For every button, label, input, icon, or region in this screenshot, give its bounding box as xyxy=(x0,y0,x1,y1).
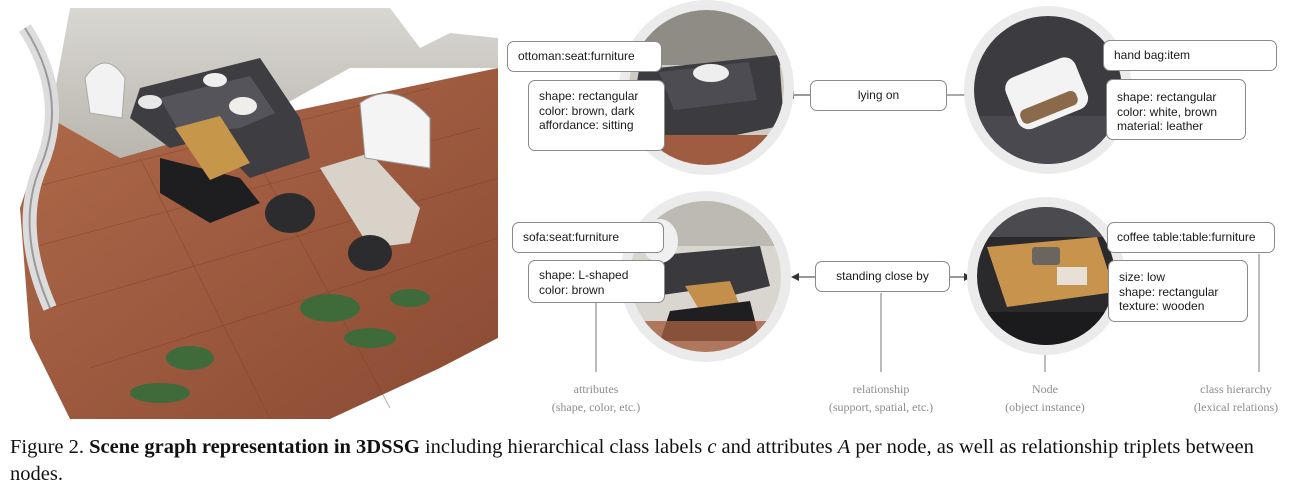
ottoman-attribute: color: brown, dark xyxy=(539,103,635,118)
legend-relationship-title: relationship xyxy=(852,382,910,396)
handbag-attribute: material: leather xyxy=(1117,119,1204,133)
sofa-attribute: shape: L-shaped xyxy=(539,268,629,282)
caption-var-a: A xyxy=(837,436,851,458)
caption-part1: including hierarchical class labels xyxy=(419,436,708,458)
sofa-class-label: sofa:seat:furniture xyxy=(512,222,664,253)
sofa-attributes-box: shape: L-shaped color: brown xyxy=(528,260,665,303)
caption-part2: and attributes xyxy=(716,436,838,458)
relationship-standing-close-by: standing close by xyxy=(815,261,950,292)
coffee-table-attribute: texture: wooden xyxy=(1119,299,1205,313)
ottoman-class-label-text: ottoman:seat:furniture xyxy=(518,49,635,64)
handbag-node-image xyxy=(974,16,1122,164)
coffee-table-attributes-box: size: low shape: rectangular texture: wo… xyxy=(1108,260,1248,322)
legend-class-hierarchy: class hierarchy (lexical relations) xyxy=(1180,380,1292,416)
handbag-attribute: color: white, brown xyxy=(1117,104,1218,119)
legend-node: Node (object instance) xyxy=(985,380,1105,416)
ottoman-attribute: affordance: sitting xyxy=(539,118,634,132)
legend-attributes-title: attributes xyxy=(573,382,619,396)
legend-class-hierarchy-title: class hierarchy xyxy=(1200,382,1272,396)
graph-connectors xyxy=(595,91,1260,372)
caption-prefix: Figure 2. xyxy=(10,436,90,458)
coffee-table-class-label-text: coffee table:table:furniture xyxy=(1117,230,1256,245)
relationship-standing-close-by-text: standing close by xyxy=(836,269,929,284)
caption-bold-title: Scene graph representation in 3DSSG xyxy=(89,436,420,458)
coffee-table-class-label: coffee table:table:furniture xyxy=(1107,222,1275,253)
scene-scan-image xyxy=(10,8,498,419)
figure-caption: Figure 2. Scene graph representation in … xyxy=(10,434,1295,488)
coffee-table-node-image xyxy=(977,207,1115,345)
handbag-class-label: hand bag:item xyxy=(1103,40,1277,71)
legend-relationship: relationship (support, spatial, etc.) xyxy=(806,380,956,416)
ottoman-attributes-box: shape: rectangular color: brown, dark af… xyxy=(528,80,665,151)
relationship-lying-on-text: lying on xyxy=(857,88,900,103)
coffee-table-attribute: shape: rectangular xyxy=(1119,284,1219,299)
sofa-class-label-text: sofa:seat:furniture xyxy=(523,230,620,245)
ottoman-node-image xyxy=(629,10,784,165)
ottoman-attribute: shape: rectangular xyxy=(539,89,639,103)
handbag-attributes-box: shape: rectangular color: white, brown m… xyxy=(1106,79,1246,140)
legend-relationship-subtitle: (support, spatial, etc.) xyxy=(828,400,934,414)
legend-node-subtitle: (object instance) xyxy=(1005,400,1085,414)
legend-attributes: attributes (shape, color, etc.) xyxy=(526,380,666,416)
ottoman-class-label: ottoman:seat:furniture xyxy=(507,41,662,72)
coffee-table-attribute: size: low xyxy=(1119,270,1166,284)
handbag-class-label-text: hand bag:item xyxy=(1114,48,1191,63)
handbag-attribute: shape: rectangular xyxy=(1117,90,1217,104)
legend-attributes-subtitle: (shape, color, etc.) xyxy=(551,400,641,414)
caption-part3: per node, as well as relationship triple… xyxy=(10,436,1254,485)
legend-class-hierarchy-subtitle: (lexical relations) xyxy=(1193,400,1279,414)
caption-var-c: c xyxy=(707,436,717,458)
legend-node-title: Node xyxy=(1032,382,1058,396)
sofa-attribute: color: brown xyxy=(539,282,605,297)
relationship-lying-on: lying on xyxy=(810,80,947,111)
